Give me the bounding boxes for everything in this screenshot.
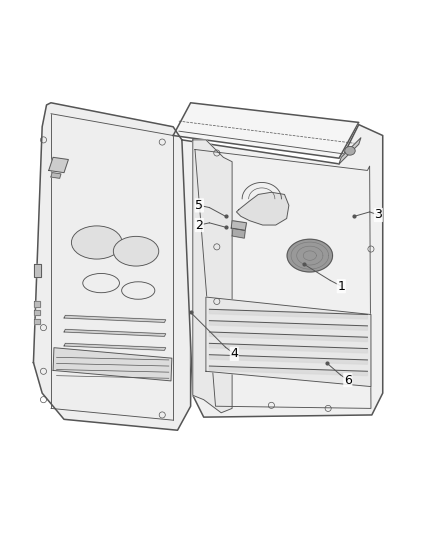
Polygon shape bbox=[231, 221, 247, 230]
Text: 3: 3 bbox=[374, 208, 382, 222]
Text: 1: 1 bbox=[337, 280, 345, 293]
Polygon shape bbox=[51, 173, 61, 179]
Polygon shape bbox=[53, 348, 172, 381]
Polygon shape bbox=[209, 366, 367, 376]
Polygon shape bbox=[182, 125, 383, 417]
Text: 6: 6 bbox=[344, 374, 352, 386]
Text: 5: 5 bbox=[195, 199, 203, 212]
Polygon shape bbox=[34, 302, 40, 306]
Polygon shape bbox=[206, 297, 371, 386]
Polygon shape bbox=[34, 264, 41, 277]
Polygon shape bbox=[209, 309, 367, 319]
Polygon shape bbox=[34, 319, 40, 324]
Polygon shape bbox=[64, 343, 166, 350]
Polygon shape bbox=[193, 140, 232, 413]
Polygon shape bbox=[209, 354, 367, 364]
Polygon shape bbox=[34, 310, 40, 316]
Polygon shape bbox=[287, 239, 332, 272]
Ellipse shape bbox=[113, 236, 159, 266]
Polygon shape bbox=[173, 103, 359, 158]
Ellipse shape bbox=[71, 226, 122, 259]
Polygon shape bbox=[209, 321, 367, 330]
Polygon shape bbox=[209, 343, 367, 353]
Polygon shape bbox=[64, 329, 166, 336]
Polygon shape bbox=[237, 192, 289, 225]
Polygon shape bbox=[49, 157, 68, 173]
Polygon shape bbox=[33, 103, 191, 430]
Polygon shape bbox=[64, 316, 166, 322]
Polygon shape bbox=[209, 332, 367, 342]
Ellipse shape bbox=[345, 147, 355, 155]
Text: 4: 4 bbox=[230, 348, 238, 360]
Polygon shape bbox=[232, 229, 245, 238]
Polygon shape bbox=[339, 138, 361, 164]
Text: 2: 2 bbox=[195, 219, 203, 231]
